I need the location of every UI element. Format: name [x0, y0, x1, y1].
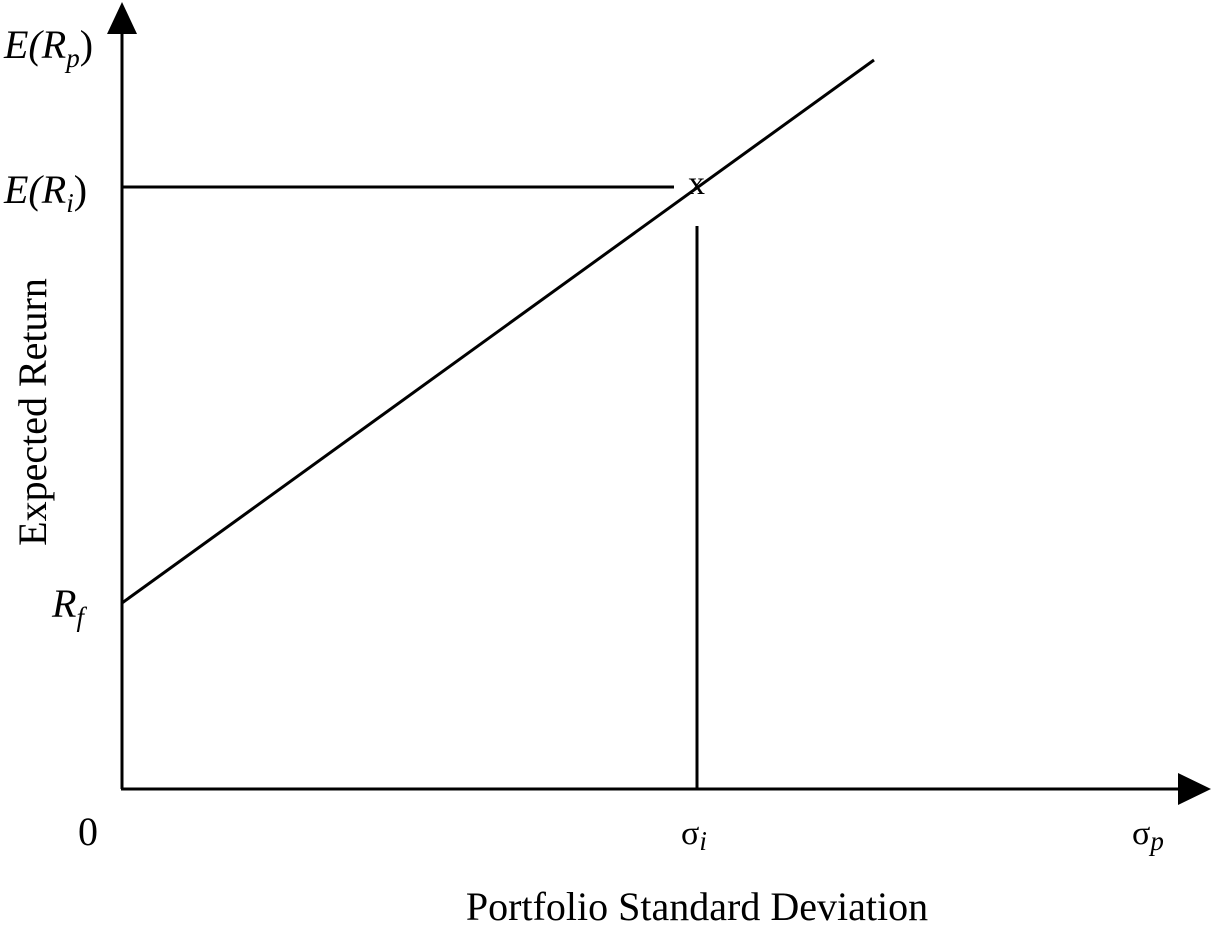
y-axis-top-label: E(Rp)	[3, 22, 93, 73]
y-axis-arrowhead	[107, 2, 137, 34]
capital-market-line	[121, 58, 875, 605]
expected-return-i-close: )	[74, 167, 87, 212]
y-axis-title: Expected Return	[10, 278, 55, 546]
x-axis-title: Portfolio Standard Deviation	[466, 884, 928, 929]
sigma-i-sub: i	[699, 826, 707, 856]
y-axis-top-label-main: E(R	[3, 22, 66, 67]
expected-return-i-label: E(Ri)	[3, 167, 87, 218]
risk-free-rate-main: R	[51, 581, 76, 626]
x-axis-right-label-main: σ	[1132, 815, 1150, 852]
y-axis-top-label-sub: p	[64, 43, 80, 73]
sigma-i-main: σ	[681, 815, 699, 852]
risk-free-rate-label: Rf	[51, 581, 87, 632]
portfolio-point-marker: x	[688, 165, 705, 202]
expected-return-i-main: E(R	[3, 167, 66, 212]
x-axis-right-label-sub: p	[1148, 826, 1164, 856]
origin-label: 0	[78, 809, 98, 854]
sigma-i-label: σi	[681, 815, 707, 856]
x-axis-arrowhead	[1178, 773, 1211, 805]
risk-free-rate-sub: f	[76, 602, 87, 632]
x-axis-right-label: σp	[1132, 815, 1164, 856]
expected-return-i-sub: i	[66, 188, 74, 218]
y-axis-top-label-close: )	[80, 22, 93, 67]
